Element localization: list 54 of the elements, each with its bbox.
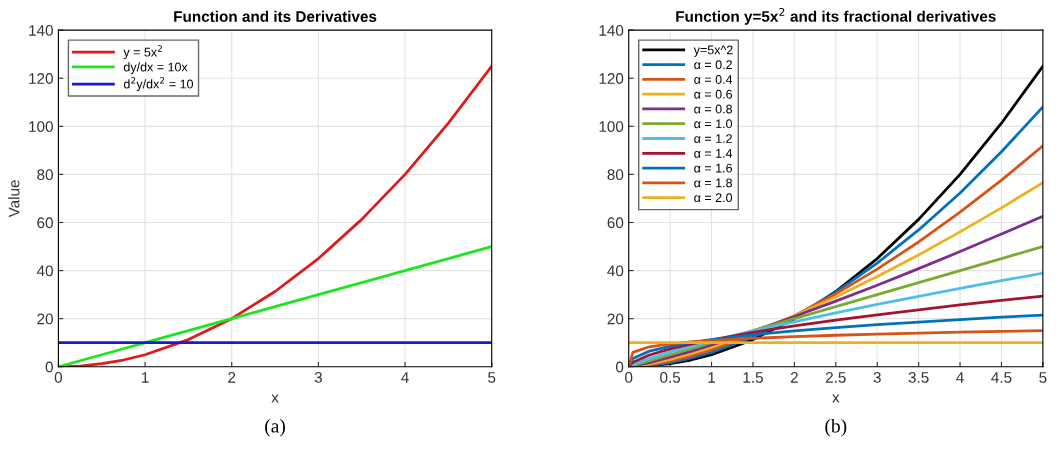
legend-label: α = 1.6 (694, 163, 732, 173)
y-tick-label: 60 (37, 217, 53, 229)
legend-label: α = 1.2 (694, 134, 732, 143)
chart-title: Function y=5x$^{2}$ and its fractional derivatives (676, 7, 996, 25)
legend-label: y = 5x$^{2}$ (123, 45, 162, 60)
y-tick-label: 0 (615, 361, 624, 373)
x-tick-label: 0 (54, 372, 63, 383)
y-tick-label: 80 (37, 169, 53, 181)
x-tick-label: 0.5 (660, 372, 681, 383)
x-tick-label: 2.5 (825, 372, 846, 383)
x-tick-label: 5 (1039, 372, 1047, 383)
legend-label: dy/dx = 10x (123, 62, 188, 74)
legend-label: α = 2.0 (694, 193, 733, 203)
x-axis-title: x (271, 394, 279, 403)
legend-label: α = 0.8 (694, 104, 733, 114)
legend-label: α = 1.4 (694, 149, 733, 158)
text: (a) (265, 418, 285, 437)
legend-label: α = 0.4 (694, 75, 733, 84)
legend-label: d$^{2}$y/dx$^{2}$ = 10 (123, 77, 193, 91)
legend-label: y=5x^2 (693, 45, 733, 57)
y-tick-label: 0 (45, 361, 53, 373)
chart-title: Function and its Derivatives (174, 10, 377, 22)
y-tick-label: 20 (37, 313, 53, 325)
x-tick-label: 1 (141, 372, 149, 383)
x-tick-label: 5 (488, 372, 496, 383)
y-tick-label: 100 (599, 121, 624, 133)
y-tick-label: 140 (29, 25, 53, 36)
y-tick-label: 20 (607, 313, 624, 325)
y-tick-label: 80 (607, 169, 624, 181)
y-tick-label: 100 (29, 121, 53, 133)
x-tick-label: 2 (228, 372, 236, 383)
y-tick-label: 40 (36, 265, 53, 277)
x-tick-label: 4.5 (991, 372, 1012, 383)
y-axis-title: Value (8, 180, 20, 218)
x-tick-label: 4 (401, 372, 409, 383)
y-tick-label: 60 (607, 217, 624, 229)
x-tick-label: 1 (708, 372, 716, 383)
legend-label: α = 1.8 (694, 178, 733, 188)
y-tick-label: 140 (599, 25, 624, 36)
x-axis-title: x (832, 394, 840, 403)
legend-label: α = 1.0 (694, 119, 733, 129)
x-tick-label: 3.5 (908, 372, 929, 383)
x-tick-label: 3 (314, 372, 322, 383)
x-tick-label: 0 (625, 372, 633, 383)
text: (b) (825, 418, 847, 437)
y-tick-label: 120 (29, 73, 53, 84)
legend-label: α = 0.6 (694, 89, 732, 99)
x-tick-label: 1.5 (743, 372, 763, 383)
x-tick-label: 3 (873, 372, 881, 383)
y-tick-label: 120 (599, 73, 624, 84)
y-tick-label: 40 (607, 265, 624, 277)
x-tick-label: 2 (790, 372, 798, 383)
x-tick-label: 4 (956, 372, 964, 383)
legend-label: α = 0.2 (694, 60, 732, 70)
